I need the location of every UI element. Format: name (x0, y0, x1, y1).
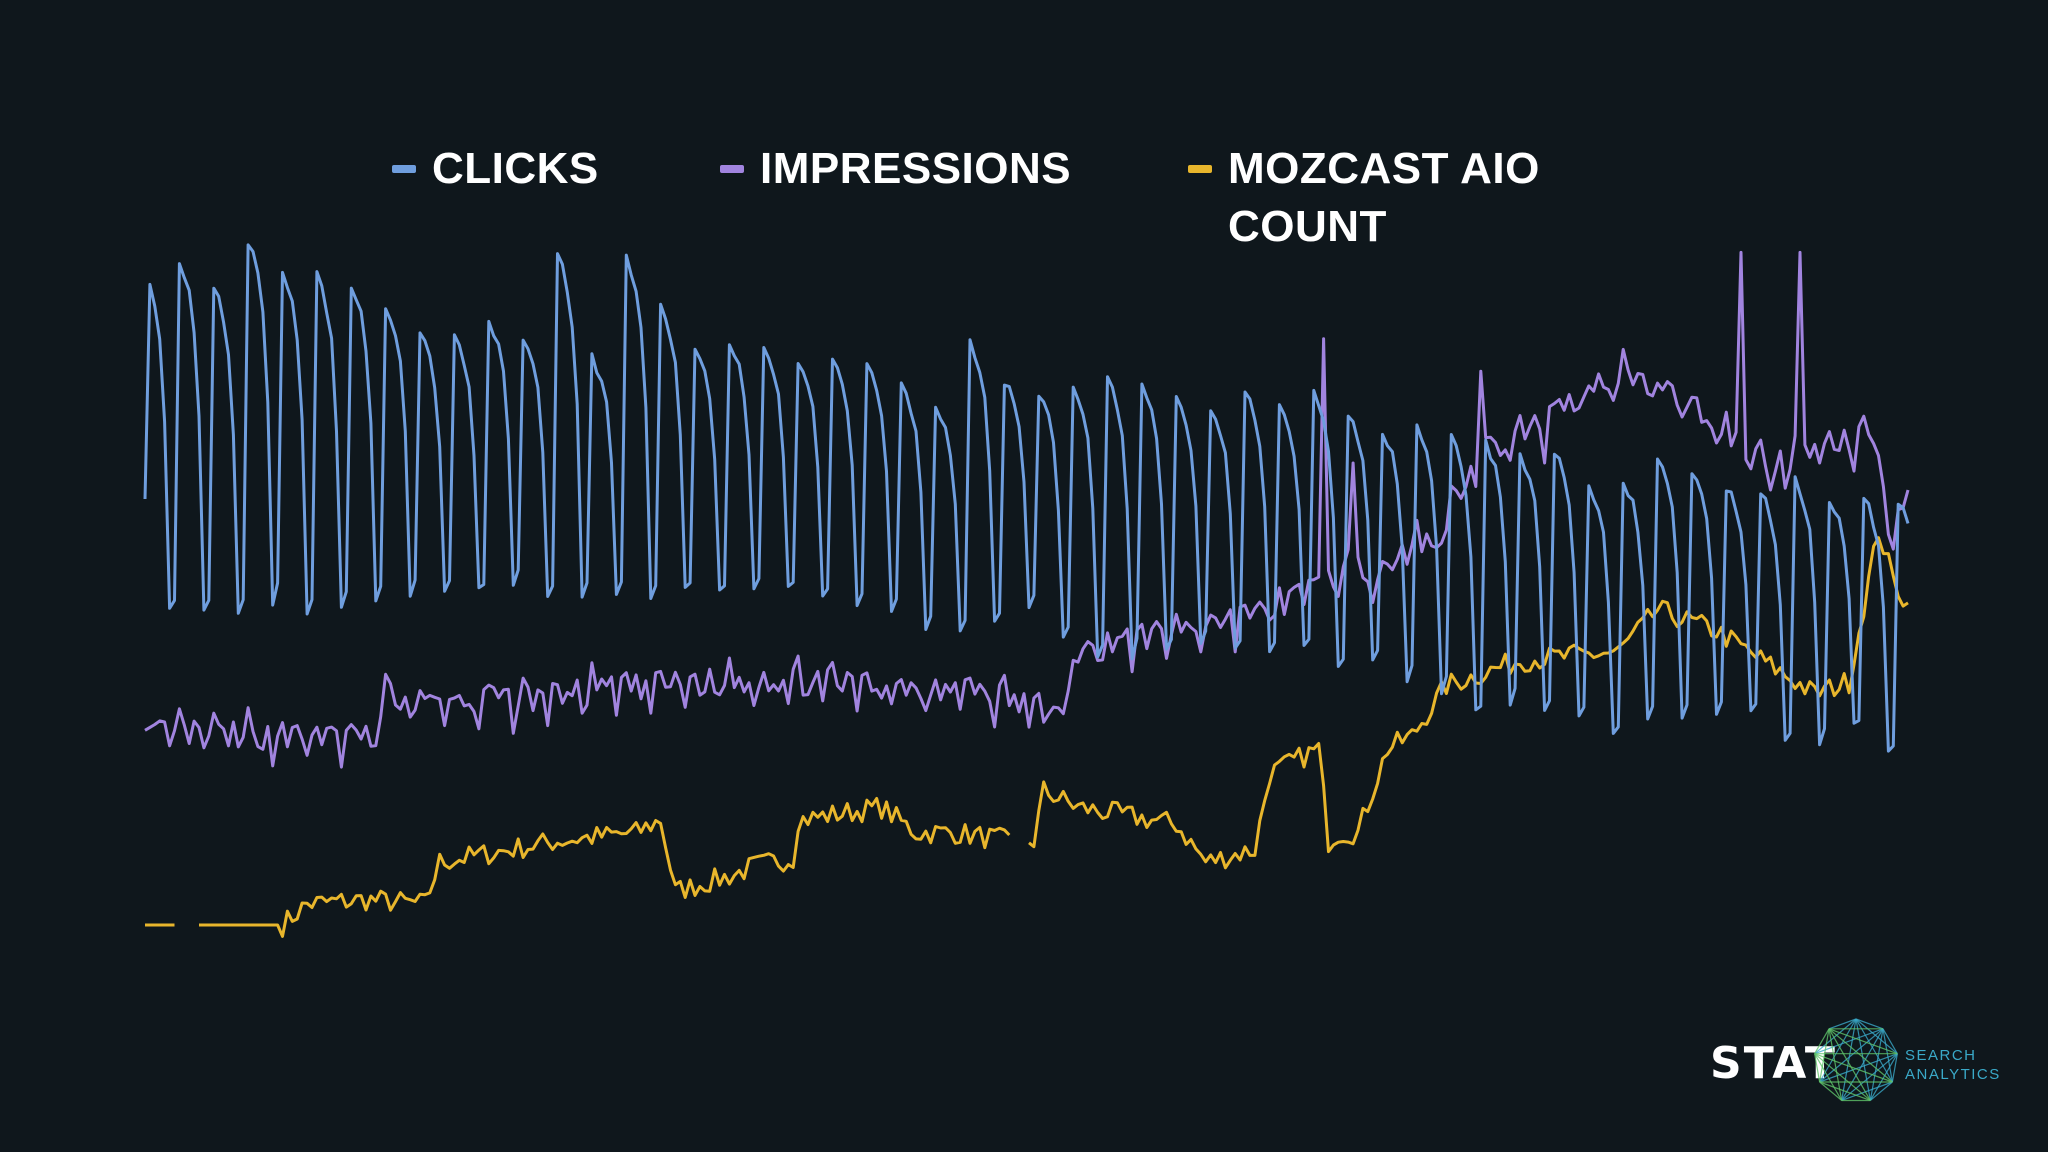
stat-emblem-icon (1814, 1018, 1898, 1102)
legend-swatch-clicks (392, 165, 416, 173)
legend-item-clicks: CLICKS (392, 140, 599, 198)
legend-item-impressions: IMPRESSIONS (720, 140, 1071, 198)
stat-logo: STAT SEARCH ANALYTICS (1705, 1010, 2015, 1120)
chart-series-layer (143, 243, 1910, 938)
legend-label-clicks: CLICKS (432, 144, 599, 193)
series-line-impressions (144, 250, 1910, 769)
logo-tagline: SEARCH ANALYTICS (1905, 1047, 2001, 1083)
legend-item-mozcast: MOZCAST AIO COUNT (1188, 140, 1540, 256)
series-line-clicks (143, 243, 1910, 753)
legend-label-mozcast: MOZCAST AIO COUNT (1228, 144, 1540, 251)
series-line-mozcast (145, 536, 1909, 938)
legend-swatch-impressions (720, 165, 744, 173)
legend-label-impressions: IMPRESSIONS (760, 144, 1072, 193)
logo-wordmark: STAT (1710, 1038, 1837, 1089)
legend-swatch-mozcast (1188, 165, 1212, 173)
chart-legend: CLICKS IMPRESSIONS MOZCAST AIO COUNT (0, 140, 2048, 260)
